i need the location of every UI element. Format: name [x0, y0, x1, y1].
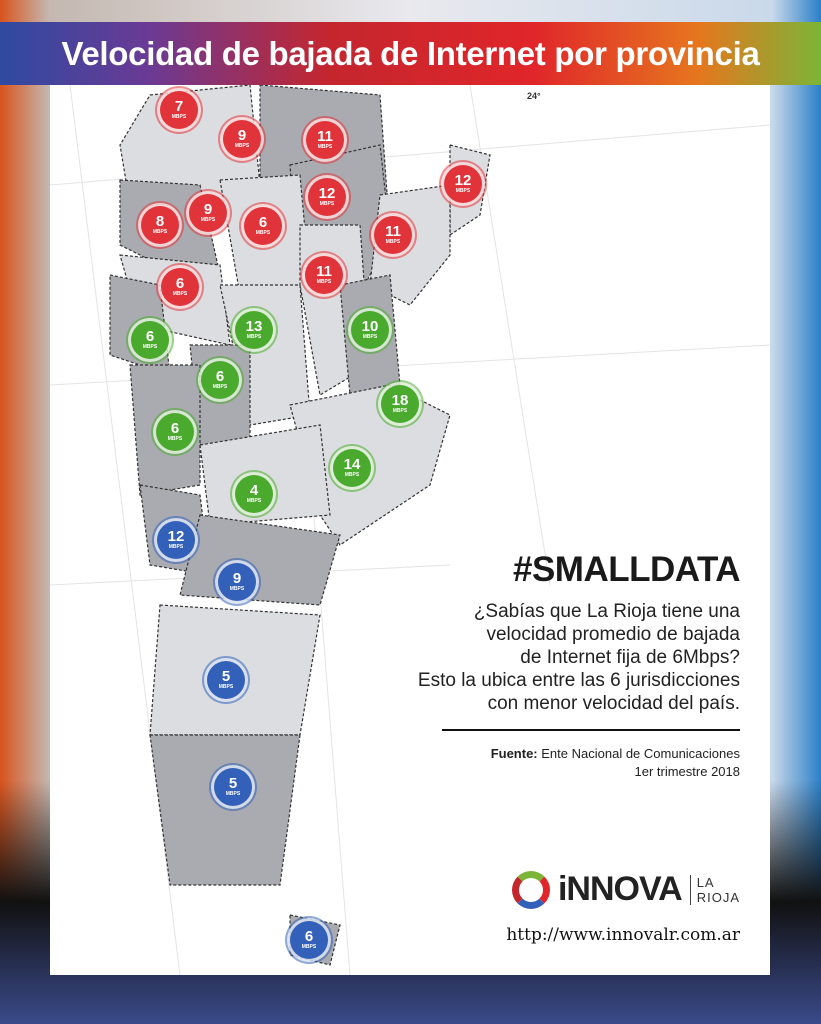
info-block: #SMALLDATA ¿Sabías que La Rioja tiene un…: [418, 550, 741, 781]
marker-unit: MBPS: [225, 791, 241, 797]
marker-value: 10: [361, 318, 379, 335]
marker-value: 11: [385, 223, 401, 240]
info-line: ¿Sabías que La Rioja tiene una: [473, 601, 740, 622]
source-name: Ente Nacional de Comunicaciones: [541, 746, 740, 761]
marker-unit: MBPS: [200, 217, 216, 223]
marker-unit: MBPS: [392, 408, 408, 414]
marker-unit: MBPS: [246, 334, 262, 340]
marker-unit: MBPS: [319, 201, 335, 207]
marker-unit: MBPS: [344, 472, 360, 478]
info-line: de Internet fija de 6Mbps?: [520, 647, 740, 668]
province-rio-negro: [179, 514, 341, 606]
marker-unit: MBPS: [316, 279, 332, 285]
marker-value: 9: [203, 201, 213, 218]
speed-marker: 12 MBPS: [308, 178, 346, 216]
marker-value: 11: [317, 128, 333, 145]
speed-marker: 6 MBPS: [161, 268, 199, 306]
speed-marker: 11 MBPS: [374, 216, 412, 254]
marker-unit: MBPS: [168, 544, 184, 550]
logo-sub-1: LA: [696, 874, 715, 890]
marker-value: 14: [343, 456, 361, 473]
marker-unit: MBPS: [212, 384, 228, 390]
marker-value: 7: [174, 98, 184, 115]
speed-marker: 6 MBPS: [290, 921, 328, 959]
divider: [442, 729, 740, 731]
speed-marker: 11 MBPS: [305, 256, 343, 294]
marker-unit: MBPS: [255, 230, 271, 236]
speed-marker: 6 MBPS: [244, 207, 282, 245]
marker-value: 12: [167, 528, 185, 545]
innova-logo: iNNOVA LA RIOJA: [511, 870, 740, 909]
marker-value: 5: [228, 775, 238, 792]
source-label: Fuente:: [490, 746, 538, 761]
speed-marker: 9 MBPS: [223, 120, 261, 158]
speed-marker: 12 MBPS: [157, 521, 195, 559]
province-la-pampa: [199, 424, 331, 526]
marker-unit: MBPS: [234, 143, 250, 149]
speed-marker: 12 MBPS: [444, 165, 482, 203]
marker-unit: MBPS: [229, 586, 245, 592]
title-banner: Velocidad de bajada de Internet por prov…: [0, 22, 821, 85]
hashtag: #SMALLDATA: [512, 550, 741, 589]
info-line: velocidad promedio de bajada: [486, 624, 740, 645]
marker-value: 8: [155, 213, 165, 230]
marker-unit: MBPS: [172, 291, 188, 297]
marker-value: 12: [454, 172, 472, 189]
info-text: ¿Sabías que La Rioja tiene una velocidad…: [418, 600, 740, 715]
marker-value: 11: [316, 263, 332, 280]
speed-marker: 10 MBPS: [351, 311, 389, 349]
marker-unit: MBPS: [317, 144, 333, 150]
speed-marker: 9 MBPS: [218, 563, 256, 601]
marker-unit: MBPS: [301, 944, 317, 950]
info-line: Esto la ubica entre las 6 jurisdicciones: [417, 670, 740, 691]
marker-value: 6: [215, 368, 225, 385]
marker-unit: MBPS: [152, 229, 168, 235]
speed-marker: 6 MBPS: [131, 321, 169, 359]
marker-value: 6: [170, 420, 180, 437]
speed-marker: 9 MBPS: [189, 194, 227, 232]
logo-sub-2: RIOJA: [696, 889, 740, 905]
speed-marker: 5 MBPS: [207, 661, 245, 699]
marker-value: 4: [249, 482, 259, 499]
speed-marker: 5 MBPS: [214, 768, 252, 806]
speed-marker: 7 MBPS: [160, 91, 198, 129]
marker-unit: MBPS: [218, 684, 234, 690]
source-period: 1er trimestre 2018: [634, 764, 741, 779]
source: Fuente: Ente Nacional de Comunicaciones: [418, 745, 740, 763]
speed-marker: 18 MBPS: [381, 385, 419, 423]
marker-unit: MBPS: [246, 498, 262, 504]
website-link[interactable]: http://www.innovalr.com.ar: [506, 925, 740, 945]
marker-value: 6: [175, 275, 185, 292]
speed-marker: 14 MBPS: [333, 449, 371, 487]
marker-unit: MBPS: [385, 239, 401, 245]
marker-unit: MBPS: [167, 436, 183, 442]
infographic-panel: 24° 7 MBPS 9 MBPS 11 MBPS 12 MBPS 12 MBPS 8 MBPS 9 MB…: [50, 85, 770, 975]
marker-value: 9: [237, 127, 247, 144]
marker-value: 6: [304, 928, 314, 945]
marker-value: 18: [391, 392, 409, 409]
speed-marker: 13 MBPS: [235, 311, 273, 349]
logo-brand: iNNOVA: [557, 870, 683, 908]
speed-marker: 11 MBPS: [306, 121, 344, 159]
province-santa-cruz: [149, 734, 301, 886]
marker-value: 13: [245, 318, 263, 335]
info-line: con menor velocidad del país.: [487, 693, 740, 714]
marker-value: 12: [318, 185, 336, 202]
marker-unit: MBPS: [171, 114, 187, 120]
marker-unit: MBPS: [455, 188, 471, 194]
marker-value: 5: [221, 668, 231, 685]
marker-value: 6: [258, 214, 268, 231]
speed-marker: 4 MBPS: [235, 475, 273, 513]
speed-marker: 6 MBPS: [201, 361, 239, 399]
marker-value: 6: [145, 328, 155, 345]
marker-value: 9: [232, 570, 242, 587]
logo-ring-icon: [511, 870, 550, 909]
latitude-label: 24°: [527, 91, 541, 101]
speed-marker: 6 MBPS: [156, 413, 194, 451]
speed-marker: 8 MBPS: [141, 206, 179, 244]
marker-unit: MBPS: [362, 334, 378, 340]
page-title: Velocidad de bajada de Internet por prov…: [61, 34, 760, 72]
logo-sub: LA RIOJA: [689, 874, 740, 905]
marker-unit: MBPS: [142, 344, 158, 350]
